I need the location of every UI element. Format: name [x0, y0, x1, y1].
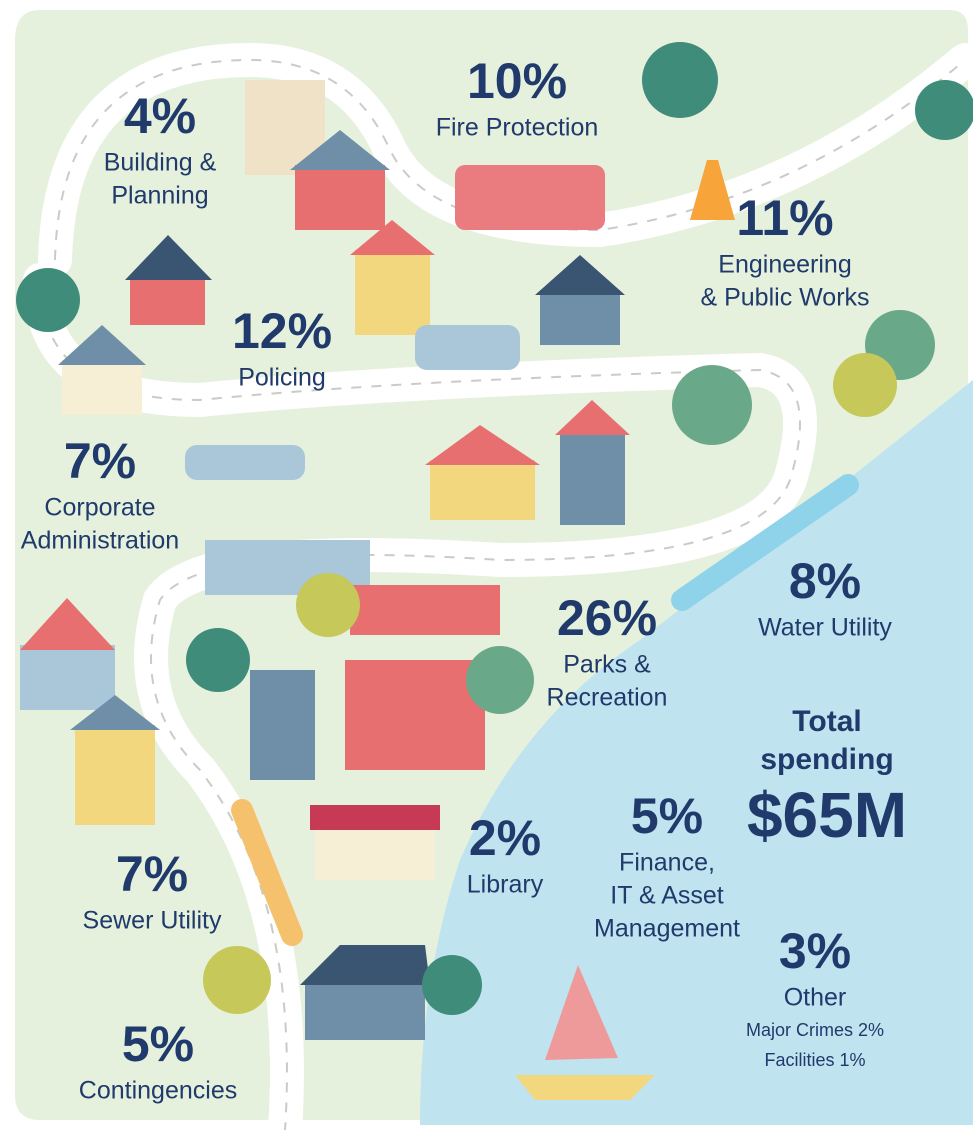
trees: [16, 42, 973, 1015]
percent: 26%: [557, 590, 657, 646]
percent: 5%: [122, 1016, 194, 1072]
total-heading: Total: [792, 705, 861, 738]
percent: 7%: [116, 846, 188, 902]
breakdown: Facilities 1%: [764, 1050, 865, 1070]
percent: 12%: [232, 303, 332, 359]
boat: [515, 1075, 655, 1100]
houses: [20, 80, 735, 1100]
label: Building &: [104, 149, 217, 177]
fire-truck: [455, 165, 605, 230]
label: Contingencies: [79, 1077, 237, 1105]
label: Water Utility: [758, 614, 892, 642]
label: Sewer Utility: [83, 907, 222, 935]
sewer-pipe: [231, 799, 303, 946]
percent: 11%: [736, 190, 833, 246]
label: Fire Protection: [436, 114, 599, 142]
cone: [690, 160, 735, 220]
label: Other: [784, 984, 847, 1012]
label: Corporate: [44, 494, 155, 522]
label: & Public Works: [700, 284, 869, 312]
total-heading: spending: [760, 743, 893, 776]
label: Recreation: [547, 684, 668, 712]
breakdown: Major Crimes 2%: [746, 1020, 884, 1040]
road-lines: [39, 58, 966, 1131]
label: Management: [594, 915, 740, 943]
label: Engineering: [718, 251, 851, 279]
label: Parks &: [563, 651, 651, 679]
percent: 8%: [789, 553, 861, 609]
percent: 7%: [64, 433, 136, 489]
percent: 10%: [467, 53, 567, 109]
percent: 2%: [469, 810, 541, 866]
car: [415, 325, 520, 370]
water-pipe: [671, 474, 859, 611]
percent: 4%: [124, 88, 196, 144]
label: Library: [467, 871, 544, 899]
label: Policing: [238, 364, 326, 392]
label: IT & Asset: [610, 882, 724, 910]
label: Planning: [111, 182, 208, 210]
total-amount: $65M: [747, 779, 907, 851]
police-car: [185, 445, 305, 480]
water: [420, 380, 973, 1125]
percent: 3%: [779, 923, 851, 979]
label: Finance,: [619, 849, 715, 877]
label: Administration: [21, 527, 179, 555]
percent: 5%: [631, 788, 703, 844]
